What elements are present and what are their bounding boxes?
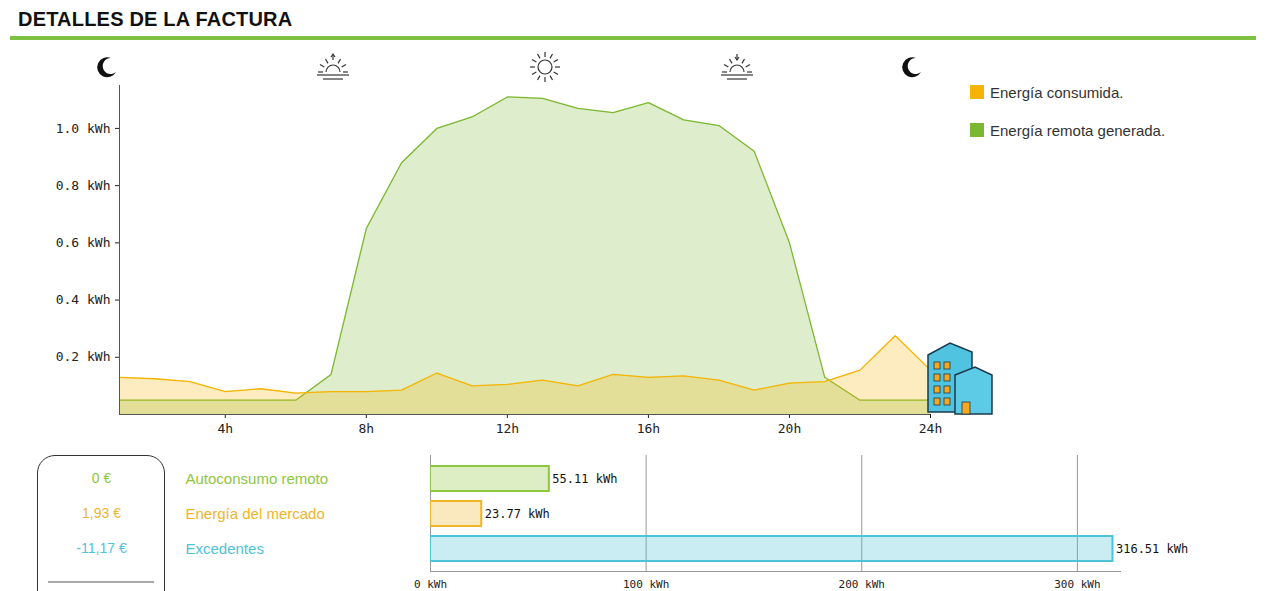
html-text:Energía remota generada.: Energía remota generada. [990,121,1166,139]
svg-text:0.6 kWh: 0.6 kWh [56,235,111,250]
svg-text:0.2 kWh: 0.2 kWh [56,349,111,364]
html-text:DETALLES DE LA FACTURA: DETALLES DE LA FACTURA [18,8,293,30]
svg-text:Energía del mercado: Energía del mercado [186,505,325,522]
svg-text:12h: 12h [496,421,519,436]
svg-text:1.0 kWh: 1.0 kWh [56,121,111,136]
svg-text:0 kWh: 0 kWh [414,578,447,591]
svg-text:55.11 kWh: 55.11 kWh [552,472,617,486]
svg-text:Autoconsumo remoto: Autoconsumo remoto [186,470,329,487]
svg-text:24h: 24h [919,421,942,436]
svg-text:16h: 16h [637,421,660,436]
svg-text:100 kWh: 100 kWh [623,578,669,591]
svg-text:0.8 kWh: 0.8 kWh [56,178,111,193]
svg-text:Excedentes: Excedentes [186,540,264,557]
svg-text:8h: 8h [358,421,374,436]
svg-text:4h: 4h [217,421,233,436]
svg-text:0 €: 0 € [92,470,112,486]
svg-text:-11,17 €: -11,17 € [76,540,127,556]
svg-text:300 kWh: 300 kWh [1054,578,1100,591]
svg-text:1,93 €: 1,93 € [82,505,121,521]
svg-text:200 kWh: 200 kWh [839,578,885,591]
svg-text:23.77 kWh: 23.77 kWh [485,507,550,521]
svg-text:20h: 20h [778,421,801,436]
svg-text:0.4 kWh: 0.4 kWh [56,292,111,307]
svg-text:316.51 kWh: 316.51 kWh [1116,542,1188,556]
html-text:Energía consumida.: Energía consumida. [990,83,1124,101]
